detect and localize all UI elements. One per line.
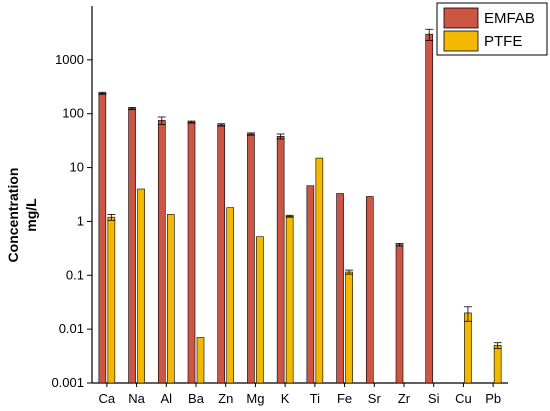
bar-emfab-ba <box>187 121 196 384</box>
y-axis-label-line2: mg/L <box>23 198 39 232</box>
y-tick-label: 0.001 <box>51 375 84 390</box>
bar-emfab-na <box>128 108 136 384</box>
bar-ptfe-cu <box>464 312 472 384</box>
axes <box>87 6 508 387</box>
bar-ptfe-al <box>166 214 175 384</box>
legend-label-ptfe: PTFE <box>484 33 522 50</box>
x-tick-label: Ba <box>188 391 205 406</box>
bar-emfab-ti <box>306 185 315 384</box>
bar-emfab-mg <box>247 133 255 384</box>
bar-emfab-k <box>276 136 285 384</box>
legend: EMFAB PTFE <box>436 2 548 56</box>
x-tick-label: Al <box>161 391 173 406</box>
bar-ptfe-k <box>285 215 294 384</box>
x-tick-label: Na <box>128 391 145 406</box>
x-tick-label: Sr <box>368 391 382 406</box>
y-tick-label: 1 <box>77 213 84 228</box>
x-tick-label: K <box>281 391 290 406</box>
bar-ptfe-na <box>137 188 145 384</box>
x-tick-label: Zr <box>398 391 411 406</box>
x-tick-label: Pb <box>485 391 501 406</box>
x-tick-label: Fe <box>337 391 352 406</box>
bar-ptfe-mg <box>256 236 264 384</box>
bar-emfab-sr <box>365 196 374 384</box>
x-tick-label: Si <box>428 391 440 406</box>
legend-swatch-emfab <box>443 7 479 29</box>
bar-emfab-zr <box>395 244 404 384</box>
y-tick-label: 0.1 <box>66 267 84 282</box>
bar-emfab-fe <box>336 193 344 384</box>
x-tick-label: Zn <box>218 391 233 406</box>
bars <box>98 28 502 384</box>
legend-swatch-ptfe <box>443 30 479 52</box>
bar-ptfe-ti <box>315 157 324 384</box>
bar-ptfe-pb <box>493 345 502 384</box>
x-tick-label: Ti <box>310 391 320 406</box>
bar-ptfe-ba <box>196 337 205 384</box>
legend-label-emfab: EMFAB <box>484 10 535 27</box>
y-axis-label-line1: Concentration <box>5 168 21 263</box>
bar-emfab-zn <box>217 124 226 384</box>
x-tick-label: Mg <box>246 391 264 406</box>
y-tick-label: 10 <box>70 160 84 175</box>
bar-ptfe-zn <box>226 207 235 384</box>
bar-emfab-ca <box>98 92 107 384</box>
y-tick-label: 100 <box>62 106 84 121</box>
x-tick-label: Ca <box>99 391 116 406</box>
axis-labels: 0.001 0.01 0.1 1 10 100 1000 Ca Na Al Ba Zn Mg K Ti Fe S… <box>51 52 501 406</box>
bar-ptfe-fe <box>345 271 353 384</box>
x-tick-label: Cu <box>455 391 472 406</box>
bar-ptfe-ca <box>107 216 116 384</box>
y-tick-label: 0.01 <box>59 321 84 336</box>
bar-emfab-al <box>157 120 166 384</box>
bar-emfab-si <box>425 33 434 384</box>
y-tick-label: 1000 <box>55 52 84 67</box>
